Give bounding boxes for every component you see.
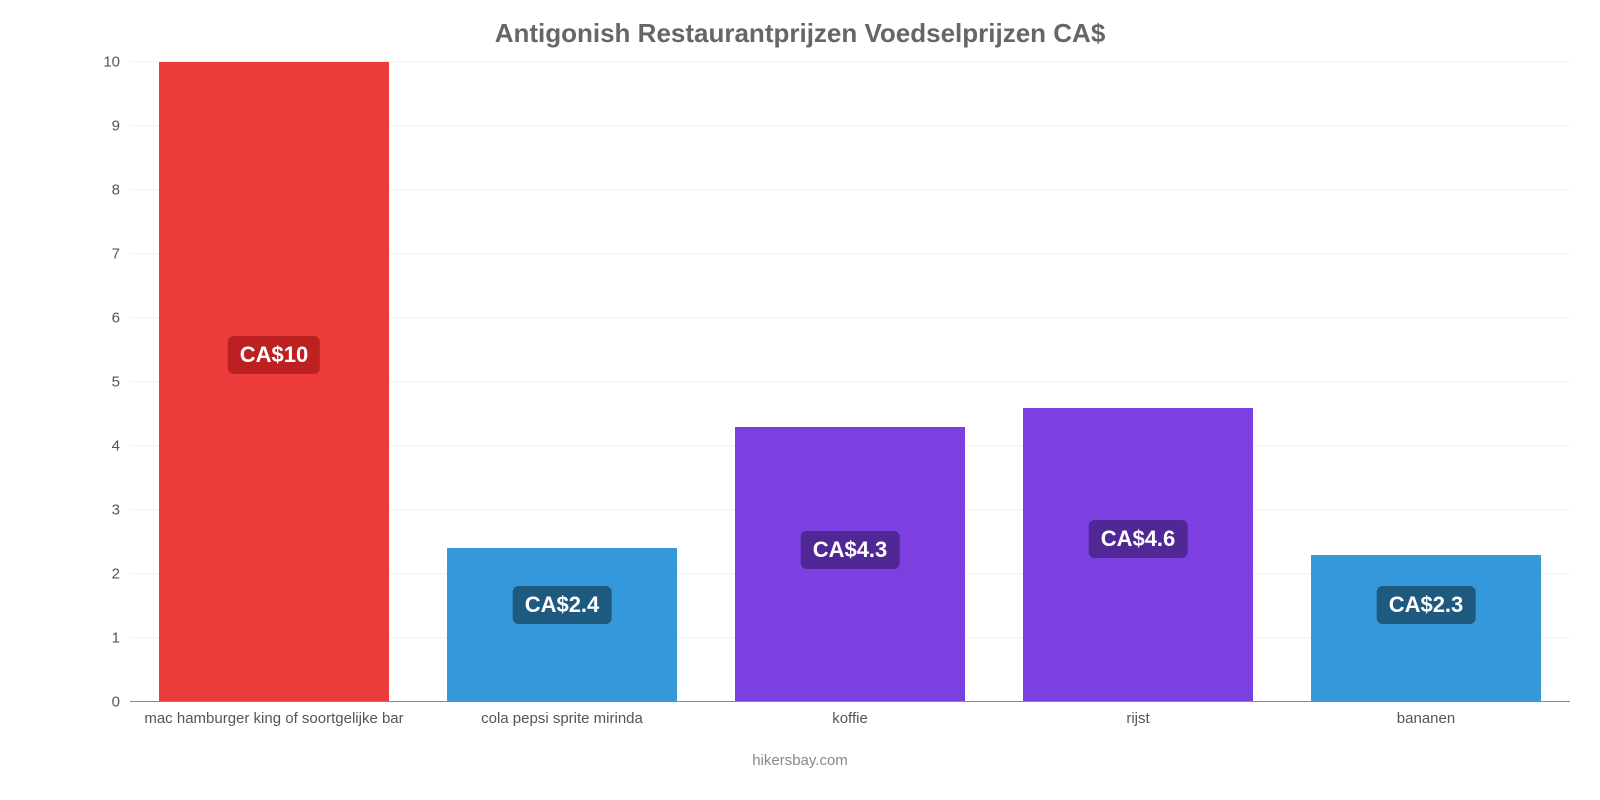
y-tick-label: 7 bbox=[112, 246, 130, 263]
bar: CA$4.3 bbox=[735, 427, 965, 702]
y-tick-label: 3 bbox=[112, 502, 130, 519]
x-axis-label: bananen bbox=[1282, 710, 1570, 727]
price-bar-chart: Antigonish Restaurantprijzen Voedselprij… bbox=[0, 0, 1600, 800]
bar-value-label: CA$10 bbox=[228, 336, 320, 374]
bar-slot: CA$4.6 bbox=[994, 62, 1282, 702]
bar-slot: CA$4.3 bbox=[706, 62, 994, 702]
bar-value-label: CA$4.3 bbox=[801, 531, 900, 569]
y-tick-label: 10 bbox=[103, 54, 130, 71]
bar-value-label: CA$2.4 bbox=[513, 586, 612, 624]
bar: CA$2.4 bbox=[447, 548, 677, 702]
bar-slot: CA$2.3 bbox=[1282, 62, 1570, 702]
x-axis-label: rijst bbox=[994, 710, 1282, 727]
plot-area: 012345678910 CA$10CA$2.4CA$4.3CA$4.6CA$2… bbox=[130, 62, 1570, 702]
y-tick-label: 8 bbox=[112, 182, 130, 199]
chart-title: Antigonish Restaurantprijzen Voedselprij… bbox=[0, 0, 1600, 49]
bar-value-label: CA$4.6 bbox=[1089, 520, 1188, 558]
y-tick-label: 9 bbox=[112, 118, 130, 135]
y-tick-label: 6 bbox=[112, 310, 130, 327]
y-tick-label: 1 bbox=[112, 630, 130, 647]
bar-slot: CA$10 bbox=[130, 62, 418, 702]
x-axis-label: koffie bbox=[706, 710, 994, 727]
bar: CA$4.6 bbox=[1023, 408, 1253, 702]
bar: CA$10 bbox=[159, 62, 389, 702]
y-tick-label: 4 bbox=[112, 438, 130, 455]
chart-credit: hikersbay.com bbox=[0, 752, 1600, 769]
bars-container: CA$10 CA$2.4 CA$4.3 CA$4.6 CA$2.3 bbox=[130, 62, 1570, 702]
x-axis-label: mac hamburger king of soortgelijke bar bbox=[130, 710, 418, 727]
x-axis-line bbox=[130, 701, 1570, 702]
x-axis-labels: mac hamburger king of soortgelijke barco… bbox=[130, 710, 1570, 727]
y-tick-label: 2 bbox=[112, 566, 130, 583]
bar: CA$2.3 bbox=[1311, 555, 1541, 702]
y-tick-label: 5 bbox=[112, 374, 130, 391]
y-tick-label: 0 bbox=[112, 694, 130, 711]
bar-value-label: CA$2.3 bbox=[1377, 586, 1476, 624]
x-axis-label: cola pepsi sprite mirinda bbox=[418, 710, 706, 727]
bar-slot: CA$2.4 bbox=[418, 62, 706, 702]
